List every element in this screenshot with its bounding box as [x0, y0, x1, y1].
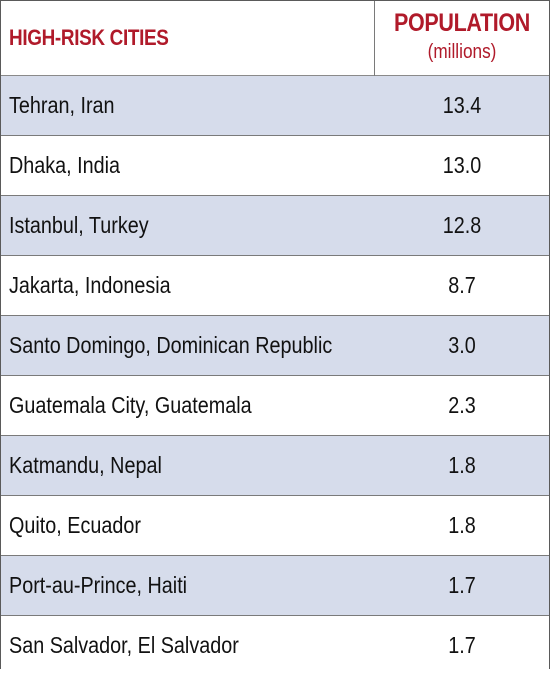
table-row: Istanbul, Turkey 12.8: [1, 196, 549, 256]
population-cell: 13.4: [442, 92, 482, 118]
city-cell: Port-au-Prince, Haiti: [9, 572, 188, 598]
table-row: Port-au-Prince, Haiti 1.7: [1, 556, 549, 616]
table-row: San Salvador, El Salvador 1.7: [1, 616, 549, 675]
population-cell: 3.0: [448, 332, 476, 358]
city-cell: Santo Domingo, Dominican Republic: [9, 332, 333, 358]
population-cell: 12.8: [442, 212, 482, 238]
population-cell: 1.7: [448, 572, 476, 598]
table-row: Quito, Ecuador 1.8: [1, 496, 549, 556]
table-header: HIGH-RISK CITIES POPULATION (millions): [1, 1, 549, 76]
population-unit-label: (millions): [427, 41, 497, 63]
table-row: Dhaka, India 13.0: [1, 136, 549, 196]
population-cell: 8.7: [448, 272, 476, 298]
population-cell: 1.8: [448, 452, 476, 478]
city-cell: Quito, Ecuador: [9, 512, 141, 538]
table-row: Katmandu, Nepal 1.8: [1, 436, 549, 496]
population-cell: 13.0: [442, 152, 482, 178]
city-cell: Guatemala City, Guatemala: [9, 392, 252, 418]
city-cell: San Salvador, El Salvador: [9, 632, 239, 658]
city-cell: Katmandu, Nepal: [9, 452, 162, 478]
table-body: Tehran, Iran 13.4 Dhaka, India 13.0 Ista…: [1, 76, 549, 675]
city-cell: Istanbul, Turkey: [9, 212, 149, 238]
city-cell: Tehran, Iran: [9, 92, 115, 118]
table-row: Santo Domingo, Dominican Republic 3.0: [1, 316, 549, 376]
city-column-header: HIGH-RISK CITIES: [9, 25, 169, 50]
table-row: Jakarta, Indonesia 8.7: [1, 256, 549, 316]
table-row: Guatemala City, Guatemala 2.3: [1, 376, 549, 436]
population-column-header: POPULATION: [394, 9, 530, 37]
city-cell: Jakarta, Indonesia: [9, 272, 171, 298]
population-cell: 2.3: [448, 392, 476, 418]
population-cell: 1.8: [448, 512, 476, 538]
city-cell: Dhaka, India: [9, 152, 121, 178]
population-cell: 1.7: [448, 632, 476, 658]
table-row: Tehran, Iran 13.4: [1, 76, 549, 136]
